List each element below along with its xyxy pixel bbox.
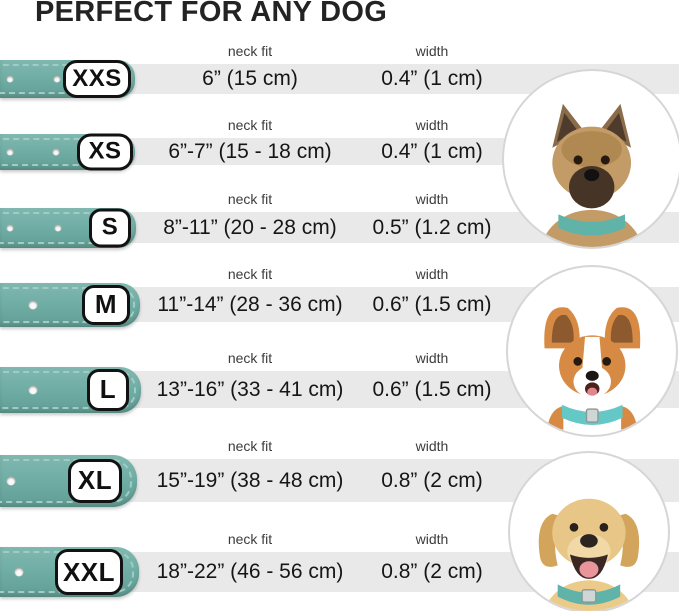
collar-hole (53, 75, 61, 83)
neck-fit-column-header: neck fit (227, 531, 273, 547)
collar-hole (28, 300, 38, 309)
neck-fit-value: 6”-7” (15 - 18 cm) (168, 139, 332, 163)
width-column-header: width (415, 266, 449, 282)
width-column-header: width (415, 43, 449, 59)
neck-fit-value: 13”-16” (33 - 41 cm) (156, 377, 344, 401)
width-value: 0.4” (1 cm) (381, 67, 483, 90)
collar-strap: XXL (0, 547, 139, 597)
collar-hole (6, 476, 16, 485)
collar-strap: XXS (0, 60, 135, 98)
neck-fit-value: 11”-14” (28 - 36 cm) (157, 292, 343, 316)
collar-size-badge: XXL (55, 549, 123, 595)
width-value: 0.4” (1 cm) (381, 139, 483, 163)
terrier-illustration (541, 103, 643, 247)
collar-strap: XL (0, 454, 137, 507)
width-column-header: width (415, 438, 449, 454)
width-column-header: width (415, 350, 449, 366)
corgi-illustration (544, 307, 640, 435)
collar-hole (6, 148, 14, 155)
neck-fit-column-header: neck fit (227, 266, 273, 282)
width-value: 0.6” (1.5 cm) (372, 292, 492, 316)
width-value: 0.6” (1.5 cm) (372, 377, 492, 401)
labrador-illustration (538, 498, 640, 611)
collar-size-badge: XXS (63, 60, 131, 98)
neck-fit-value: 8”-11” (20 - 28 cm) (163, 215, 337, 239)
corgi-dog-photo (506, 265, 678, 437)
collar-hole (52, 148, 60, 155)
neck-fit-column-header: neck fit (227, 191, 273, 207)
neck-fit-column-header: neck fit (227, 350, 273, 366)
labrador-dog-photo (508, 451, 670, 611)
neck-fit-value: 15”-19” (38 - 48 cm) (156, 468, 344, 492)
width-value: 0.5” (1.2 cm) (372, 215, 492, 239)
collar-size-badge: L (87, 368, 129, 411)
collar-hole (14, 567, 24, 577)
width-value: 0.8” (2 cm) (381, 560, 483, 583)
collar-hole (6, 224, 14, 231)
collar-stitching (0, 286, 135, 323)
neck-fit-column-header: neck fit (227, 43, 273, 59)
collar-size-badge: XS (77, 133, 133, 170)
page-title: PERFECT FOR ANY DOG (35, 0, 388, 28)
neck-fit-column-header: neck fit (227, 438, 273, 454)
collar-strap: L (0, 366, 141, 413)
collar-hole (28, 385, 38, 394)
collar-strap: XS (0, 133, 135, 170)
width-column-header: width (415, 191, 449, 207)
width-column-header: width (415, 531, 449, 547)
collar-strap: M (0, 282, 140, 327)
neck-fit-column-header: neck fit (227, 117, 273, 133)
neck-fit-value: 18”-22” (46 - 56 cm) (156, 560, 344, 583)
collar-stitching (0, 458, 132, 503)
collar-size-badge: M (82, 284, 130, 325)
collar-size-badge: S (89, 208, 131, 247)
collar-hole (6, 75, 14, 83)
terrier-dog-photo (502, 69, 679, 249)
width-value: 0.8” (2 cm) (381, 468, 483, 492)
collar-strap: S (0, 207, 136, 248)
collar-size-badge: XL (68, 458, 122, 503)
width-column-header: width (415, 117, 449, 133)
neck-fit-value: 6” (15 cm) (202, 67, 298, 90)
collar-hole (54, 224, 62, 231)
collar-stitching (0, 370, 136, 409)
